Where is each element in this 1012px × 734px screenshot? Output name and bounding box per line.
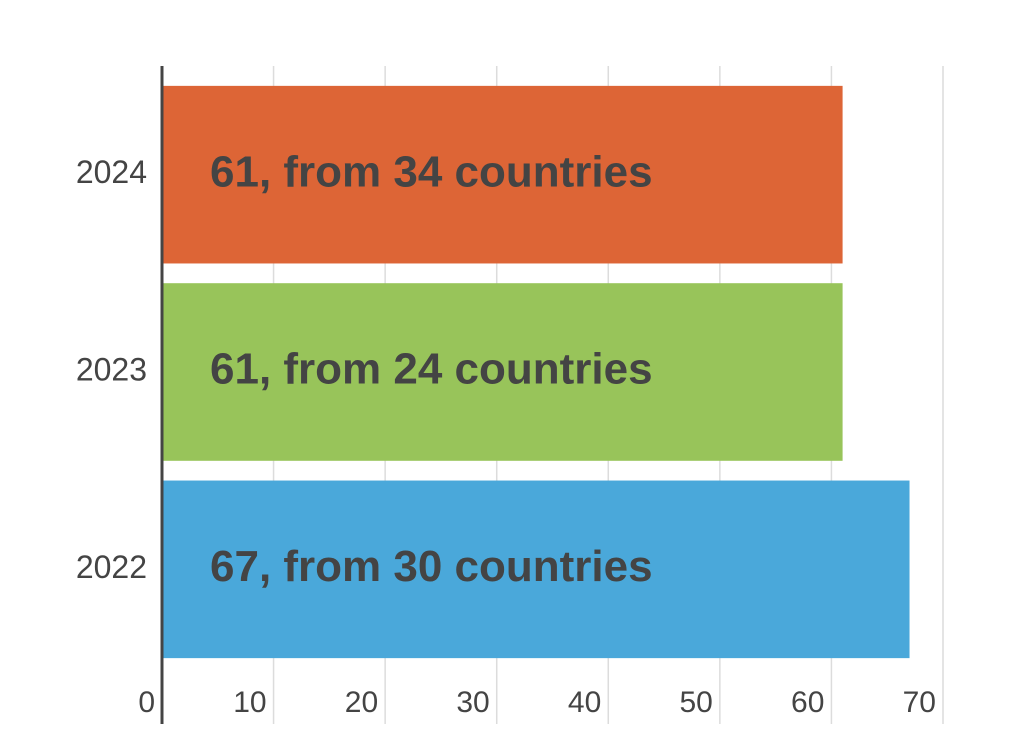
x-tick-label: 30 xyxy=(456,686,489,719)
bar xyxy=(162,480,910,659)
x-tick-label: 20 xyxy=(345,686,378,719)
data-label: 61, from 24 countries xyxy=(210,345,653,394)
bar xyxy=(162,283,843,461)
data-label: 67, from 30 countries xyxy=(210,542,653,591)
x-tick-label: 0 xyxy=(138,686,155,719)
y-tick-label: 2024 xyxy=(76,154,147,190)
data-label: 61, from 34 countries xyxy=(210,147,653,196)
x-tick-label: 10 xyxy=(233,686,266,719)
y-tick-label: 2023 xyxy=(76,351,147,387)
x-tick-label: 40 xyxy=(568,686,601,719)
bar xyxy=(162,85,843,264)
x-tick-label: 70 xyxy=(903,686,936,719)
x-tick-label: 50 xyxy=(679,686,712,719)
x-tick-label: 60 xyxy=(791,686,824,719)
y-tick-label: 2022 xyxy=(76,549,147,585)
